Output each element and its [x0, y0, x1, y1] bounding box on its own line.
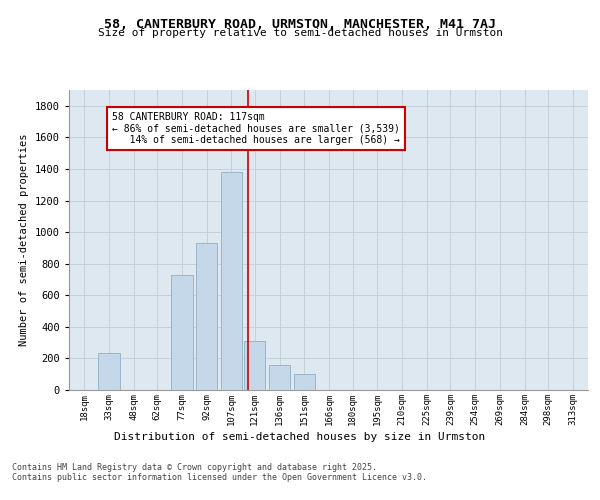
Text: Contains HM Land Registry data © Crown copyright and database right 2025.: Contains HM Land Registry data © Crown c…: [12, 462, 377, 471]
Bar: [244, 341, 265, 390]
Text: Contains public sector information licensed under the Open Government Licence v3: Contains public sector information licen…: [12, 472, 427, 482]
Bar: [171, 274, 193, 390]
Text: 58, CANTERBURY ROAD, URMSTON, MANCHESTER, M41 7AJ: 58, CANTERBURY ROAD, URMSTON, MANCHESTER…: [104, 18, 496, 30]
Bar: [196, 243, 217, 390]
Text: Size of property relative to semi-detached houses in Urmston: Size of property relative to semi-detach…: [97, 28, 503, 38]
Text: Distribution of semi-detached houses by size in Urmston: Distribution of semi-detached houses by …: [115, 432, 485, 442]
Bar: [221, 172, 242, 390]
Bar: [269, 364, 290, 390]
Bar: [293, 374, 315, 390]
Y-axis label: Number of semi-detached properties: Number of semi-detached properties: [19, 134, 29, 346]
Bar: [98, 353, 119, 390]
Text: 58 CANTERBURY ROAD: 117sqm
← 86% of semi-detached houses are smaller (3,539)
   : 58 CANTERBURY ROAD: 117sqm ← 86% of semi…: [112, 112, 400, 146]
